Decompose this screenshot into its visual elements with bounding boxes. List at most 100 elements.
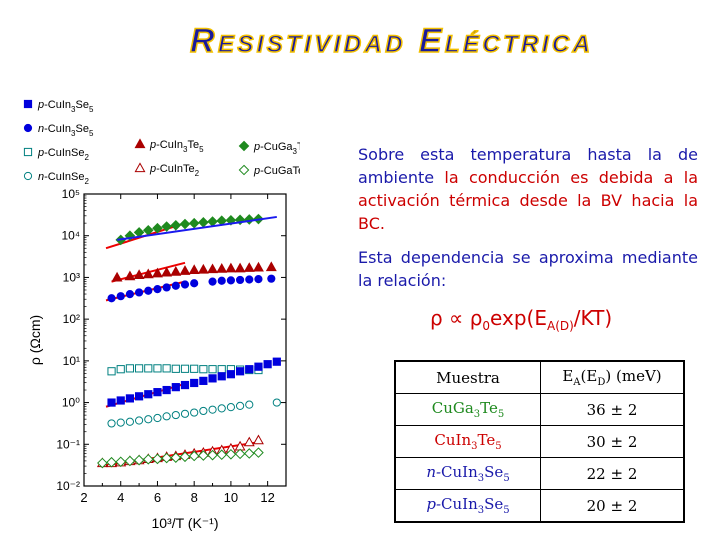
- data-point-n-cuinse2: [180, 409, 190, 418]
- sample-cell: n-CuIn3Se5: [394, 457, 541, 490]
- data-point-p-cuin3se5: [144, 390, 153, 399]
- data-point-p-cuin3se5: [254, 362, 263, 371]
- x-tick-label: 2: [80, 490, 87, 505]
- data-point-p-cuin3te5: [142, 268, 154, 279]
- data-point-n-cuinse2: [217, 404, 226, 413]
- plot-frame: [83, 193, 287, 487]
- paragraph-dependence: Esta dependencia se aproxima mediante la…: [358, 248, 698, 290]
- data-point-p-cugate2: [142, 453, 154, 465]
- data-point-n-cuinse2: [272, 398, 281, 407]
- data-point-n-cuinse2: [235, 401, 245, 411]
- y-tick-label: 10⁻¹: [56, 437, 80, 451]
- data-point-p-cuin3se5: [226, 370, 236, 379]
- data-point-n-cuin3se5: [107, 294, 116, 303]
- data-point-n-cuin3se5: [190, 279, 199, 288]
- table-header-row: Muestra EA(ED) (meV): [394, 360, 685, 394]
- data-point-p-cuinse2: [162, 364, 171, 373]
- data-point-p-cugate2: [234, 448, 246, 460]
- data-point-p-cugate2: [216, 449, 228, 461]
- data-point-n-cuin3se5: [180, 280, 190, 289]
- data-point-p-cuin3te5: [207, 263, 218, 274]
- data-point-n-cuinse2: [116, 418, 125, 427]
- data-point-n-cuinse2: [226, 403, 236, 412]
- formula-exp: exp(E: [490, 306, 547, 330]
- data-point-p-cuga3te5: [188, 217, 200, 229]
- legend-label: p-CuInTe2: [149, 163, 200, 178]
- data-point-p-cuin3se5: [217, 372, 226, 381]
- data-point-p-cuinse2: [180, 364, 190, 373]
- resistivity-chart: 2 4 6 8 10 12 10⁻² 10⁻¹ 10⁰ 10¹ 10² 10³ 10⁴ 10⁵ 10³/T …: [23, 99, 300, 531]
- energy-cell: 30 ± 2: [540, 425, 685, 458]
- data-point-p-cuinse2: [171, 364, 180, 373]
- data-point-n-cuin3se5: [153, 285, 162, 294]
- data-point-p-cuga3te5: [198, 217, 209, 228]
- data-point-p-cuin3te5: [179, 265, 191, 275]
- data-point-p-cuinse2: [217, 365, 226, 374]
- data-point-p-cuga3te5: [161, 221, 172, 232]
- data-point-n-cuinse2: [144, 415, 153, 424]
- data-point-n-cuinse2: [171, 410, 180, 420]
- sample-formula: CuIn3Te5: [434, 431, 502, 452]
- legend-label: p-CuIn3Te5: [149, 139, 204, 154]
- data-point-p-cuin3te5: [111, 271, 123, 282]
- data-point-p-cuin3se5: [153, 388, 162, 397]
- y-tick-label: 10⁰: [62, 396, 80, 410]
- y-tick-label: 10²: [63, 312, 80, 326]
- data-point-p-cuin3se5: [107, 398, 116, 407]
- y-tick-label: 10⁵: [62, 187, 80, 201]
- data-point-p-cuin3te5: [265, 261, 277, 272]
- data-point-p-cuin3se5: [162, 385, 171, 395]
- data-point-p-cuinse2: [107, 367, 116, 376]
- data-point-p-cugate2: [152, 453, 163, 465]
- data-point-n-cuinse2: [125, 417, 135, 426]
- sample-cell: p-CuIn3Se5: [394, 489, 541, 523]
- data-point-p-cuin3te5: [243, 262, 255, 272]
- data-point-p-cuin3se5: [245, 365, 254, 374]
- data-point-p-cuin3se5: [263, 360, 272, 369]
- y-tick-label: 10¹: [63, 354, 80, 368]
- data-point-n-cuinse2: [245, 400, 254, 409]
- data-point-p-cuin3se5: [180, 380, 190, 390]
- data-point-p-cuinse2: [116, 365, 125, 374]
- data-point-p-cuin3se5: [199, 376, 208, 385]
- y-axis-label: ρ (Ωcm): [27, 315, 43, 365]
- data-point-p-cuin3te5: [216, 263, 228, 273]
- activation-formula: ρ ∝ ρ0exp(EA(D)/KT): [430, 306, 612, 333]
- data-point-p-cuin3se5: [171, 383, 180, 392]
- data-point-p-cugate2: [133, 454, 145, 466]
- data-point-p-cuin3te5: [188, 264, 200, 275]
- legend-label: p-CuIn3Se5: [37, 99, 94, 114]
- data-point-p-cuinse2: [144, 364, 153, 373]
- data-point-p-cuin3te5: [170, 265, 182, 276]
- data-point-p-cuin3te5: [161, 266, 173, 277]
- data-point-p-cuin3se5: [134, 392, 144, 401]
- data-point-p-cuin3se5: [272, 357, 281, 366]
- data-point-p-cuinse2: [134, 364, 144, 373]
- slide-title: Resistividad Eléctrica: [180, 12, 600, 62]
- data-point-n-cuinse2: [107, 419, 116, 428]
- energy-cell: 36 ± 2: [540, 393, 685, 426]
- data-point-n-cuin3se5: [226, 276, 236, 285]
- data-point-p-cuinse2: [199, 365, 208, 374]
- energy-cell: 20 ± 2: [540, 489, 685, 523]
- data-point-p-cuin3te5: [253, 261, 264, 272]
- legend-marker: [23, 171, 33, 181]
- header-energy: EA(ED) (meV): [540, 360, 685, 394]
- formula-subA: A(D): [546, 319, 574, 333]
- data-point-p-cugate2: [198, 450, 209, 461]
- data-point-n-cuinse2: [162, 412, 171, 421]
- data-point-n-cuin3se5: [267, 274, 276, 283]
- legend-marker: [134, 138, 146, 149]
- legend-marker: [238, 140, 250, 152]
- data-point-n-cuinse2: [199, 406, 208, 416]
- table-row: n-CuIn3Se5 22 ± 2: [394, 457, 685, 490]
- legend-label: p-CuGaTe2: [253, 165, 300, 180]
- data-point-n-cuin3se5: [162, 283, 171, 292]
- data-point-p-cugate2: [97, 457, 108, 469]
- data-point-p-cugate2: [170, 452, 182, 463]
- data-point-p-cuin3te5: [234, 262, 246, 273]
- data-point-p-cuinse2: [208, 365, 217, 374]
- data-point-n-cuin3se5: [134, 288, 144, 297]
- data-point-n-cuin3se5: [125, 290, 135, 299]
- slide-title-text: Resistividad Eléctrica: [190, 22, 590, 60]
